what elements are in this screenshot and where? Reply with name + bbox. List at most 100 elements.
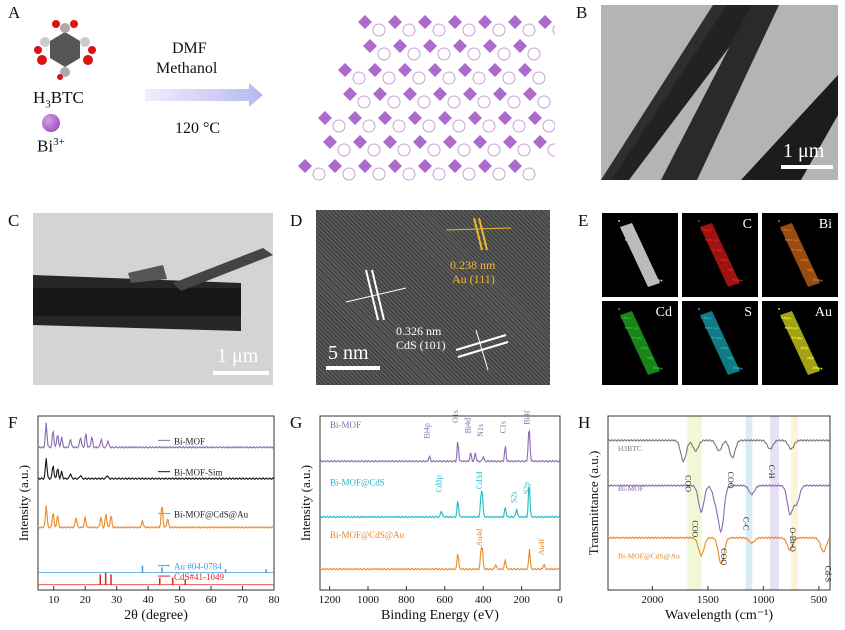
eds-dot xyxy=(637,336,640,339)
band-annotation: COO xyxy=(690,520,699,537)
mof-pore xyxy=(447,95,461,109)
eds-dot xyxy=(706,317,709,319)
chart-xrd: 10 20 30 40 50 60 70 80 2θ (degree) Intensity (a.… xyxy=(16,415,280,623)
eds-dot xyxy=(816,279,819,282)
x-tick-label: 200 xyxy=(513,594,530,606)
band-annotation: O-Bi-O xyxy=(788,527,797,552)
mof-pore xyxy=(532,71,546,85)
eds-dot xyxy=(734,367,737,369)
mof-node xyxy=(413,135,427,149)
mof-node xyxy=(483,39,497,53)
eds-dot xyxy=(801,258,804,261)
legend-label: CdS#41-1049 xyxy=(174,572,225,582)
peak-label: S2p xyxy=(522,482,531,494)
highlight-band xyxy=(791,416,798,590)
eds-dot xyxy=(796,327,799,330)
mof-node xyxy=(463,87,477,101)
eds-map-shape xyxy=(618,308,663,375)
series-label: Bi-MOF xyxy=(618,484,644,493)
eds-dot xyxy=(736,367,739,370)
eds-dot xyxy=(710,239,713,241)
mof-pore xyxy=(402,23,416,37)
scale-bar-b xyxy=(781,165,833,169)
chart-ftir: 2000 1500 1000 500 Wavelength (cm⁻¹) Transmit… xyxy=(586,415,833,623)
series-line xyxy=(607,438,831,463)
eds-dot xyxy=(807,269,810,272)
mof-pore xyxy=(507,95,521,109)
mof-pore xyxy=(487,143,501,157)
mof-pore xyxy=(372,23,386,37)
x-tick-label: 2000 xyxy=(641,594,664,606)
eds-dot xyxy=(618,220,620,222)
eds-dot xyxy=(797,336,800,339)
eds-dot xyxy=(784,238,787,241)
eds-dot xyxy=(624,238,627,241)
plot-frame xyxy=(37,415,275,591)
mof-node xyxy=(523,87,537,101)
mof-pore xyxy=(432,23,446,37)
eds-dot xyxy=(621,316,624,319)
eds-dot xyxy=(809,268,812,271)
hrtem-image: 0.238 nm Au (111) 0.326 nm CdS (101) 5 n… xyxy=(316,210,550,385)
band-annotation: C-C xyxy=(741,517,750,530)
solvent-methanol: Methanol xyxy=(156,60,218,77)
eds-dot xyxy=(803,259,806,262)
mof-pore xyxy=(502,71,516,85)
mof-pore xyxy=(522,23,536,37)
eds-dot xyxy=(634,337,637,339)
mof-pore xyxy=(467,47,481,61)
peak-label: Bi4f xyxy=(522,410,531,425)
x-tick-label: 10 xyxy=(48,594,60,606)
mof-pore xyxy=(497,47,511,61)
mof-node xyxy=(538,15,552,29)
eds-dot xyxy=(626,317,629,319)
panel-e-label: E xyxy=(578,211,589,230)
eds-dot xyxy=(734,279,737,281)
btc-molecule-icon xyxy=(34,20,96,80)
mof-node xyxy=(348,111,362,125)
panel-f-label: F xyxy=(8,413,18,432)
tem-rods-shape xyxy=(601,5,838,180)
band-annotation: COO xyxy=(726,472,735,489)
panel-a-label: A xyxy=(8,3,21,22)
mof-pore xyxy=(477,95,491,109)
eds-dot xyxy=(624,316,627,319)
mof-pore xyxy=(342,167,356,181)
scale-bar-d xyxy=(326,366,380,370)
highlight-band xyxy=(687,416,702,590)
panel-g-label: G xyxy=(290,413,303,432)
eds-map-label: C xyxy=(742,217,752,232)
x-tick-label: 400 xyxy=(475,594,492,606)
eds-dot xyxy=(778,308,780,310)
peak-label: S2s xyxy=(510,491,519,503)
eds-dot xyxy=(636,327,639,330)
eds-dot xyxy=(786,229,789,231)
eds-map-cd: Cd xyxy=(602,301,678,385)
eds-dot xyxy=(790,239,793,241)
mof-pore xyxy=(387,95,401,109)
eds-dot xyxy=(634,249,637,251)
mof-pore xyxy=(442,71,456,85)
eds-dot xyxy=(624,326,627,329)
mof-node xyxy=(433,87,447,101)
mof-pore xyxy=(492,167,506,181)
eds-dot xyxy=(727,357,730,360)
eds-dot xyxy=(701,228,704,231)
eds-dot xyxy=(784,228,787,231)
eds-dot xyxy=(714,337,717,339)
mof-node xyxy=(383,135,397,149)
bi-ion-label: Bi3+ xyxy=(37,136,65,156)
eds-dot xyxy=(726,347,729,350)
eds-dot xyxy=(621,228,624,231)
plot-frame xyxy=(607,415,831,591)
mof-node xyxy=(418,15,432,29)
x-tick-label: 600 xyxy=(437,594,454,606)
eds-dot xyxy=(811,356,814,359)
eds-dot xyxy=(814,279,817,281)
mof-pore xyxy=(352,71,366,85)
eds-dot xyxy=(711,336,714,339)
series-label: H3BTC xyxy=(618,444,642,453)
peak-label: Cd3p xyxy=(434,475,443,492)
eds-dot xyxy=(719,337,722,340)
eds-dot xyxy=(629,229,632,232)
